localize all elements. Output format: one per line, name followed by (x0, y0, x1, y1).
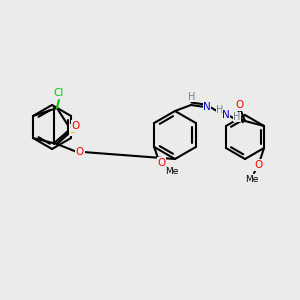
Text: O: O (157, 158, 165, 168)
Text: N: N (222, 110, 230, 120)
Text: Me: Me (245, 175, 259, 184)
Text: H: H (188, 92, 196, 102)
Text: Me: Me (166, 167, 179, 176)
Text: Cl: Cl (54, 88, 64, 98)
Text: N: N (203, 102, 211, 112)
Text: O: O (235, 100, 243, 110)
Text: O: O (254, 160, 262, 170)
Text: O: O (72, 121, 80, 131)
Text: H: H (233, 112, 241, 122)
Text: H: H (216, 105, 224, 115)
Text: S: S (70, 125, 76, 135)
Text: O: O (76, 147, 84, 157)
